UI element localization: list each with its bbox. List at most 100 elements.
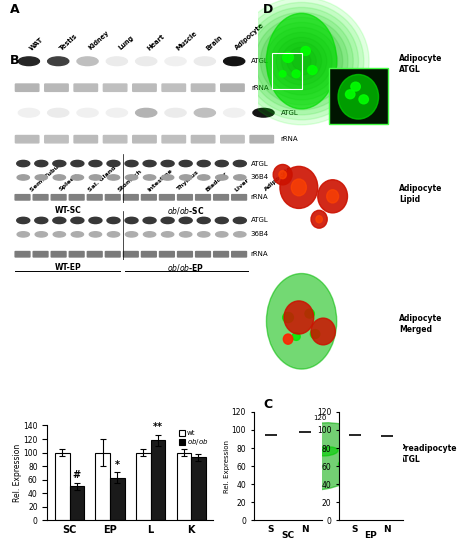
FancyBboxPatch shape	[87, 251, 102, 257]
Text: Preadipocyte
ATGL: Preadipocyte ATGL	[399, 444, 456, 464]
Text: WT-SC: WT-SC	[55, 206, 82, 215]
Ellipse shape	[35, 232, 47, 237]
FancyBboxPatch shape	[232, 251, 246, 257]
Ellipse shape	[165, 57, 186, 66]
Ellipse shape	[89, 217, 102, 223]
Ellipse shape	[162, 232, 174, 237]
Ellipse shape	[18, 108, 39, 117]
Ellipse shape	[216, 232, 228, 237]
FancyBboxPatch shape	[160, 195, 174, 200]
Ellipse shape	[224, 108, 245, 117]
FancyBboxPatch shape	[214, 195, 228, 200]
Text: Muscle: Muscle	[175, 30, 199, 51]
Ellipse shape	[180, 175, 192, 180]
Point	[303, 433, 310, 442]
Ellipse shape	[224, 57, 245, 66]
FancyBboxPatch shape	[133, 136, 156, 143]
Ellipse shape	[316, 216, 322, 223]
FancyBboxPatch shape	[221, 84, 244, 92]
Point	[300, 423, 308, 431]
FancyBboxPatch shape	[69, 251, 84, 257]
Ellipse shape	[198, 232, 210, 237]
Text: D: D	[263, 3, 273, 16]
FancyBboxPatch shape	[74, 84, 98, 92]
Ellipse shape	[53, 217, 66, 223]
Ellipse shape	[161, 160, 174, 167]
Ellipse shape	[233, 160, 246, 167]
Text: Sem. Tubule: Sem. Tubule	[29, 160, 64, 192]
Circle shape	[239, 2, 364, 120]
Ellipse shape	[283, 312, 293, 322]
Text: Adipocyte
Lipid: Adipocyte Lipid	[399, 184, 442, 204]
Ellipse shape	[280, 451, 304, 461]
Ellipse shape	[180, 232, 192, 237]
FancyBboxPatch shape	[74, 136, 98, 143]
Text: Adipocyte: Adipocyte	[234, 22, 266, 51]
FancyBboxPatch shape	[133, 84, 156, 92]
FancyBboxPatch shape	[191, 84, 215, 92]
Text: Stomach: Stomach	[117, 168, 143, 192]
FancyBboxPatch shape	[105, 195, 120, 200]
FancyBboxPatch shape	[123, 195, 138, 200]
Ellipse shape	[106, 57, 128, 66]
Bar	[272, 54, 301, 89]
Ellipse shape	[308, 66, 317, 74]
FancyBboxPatch shape	[141, 195, 156, 200]
Ellipse shape	[161, 217, 174, 223]
Ellipse shape	[338, 74, 379, 119]
Y-axis label: Rel. Expression: Rel. Expression	[13, 444, 22, 502]
Ellipse shape	[48, 108, 69, 117]
Ellipse shape	[346, 90, 355, 99]
Ellipse shape	[215, 217, 228, 223]
Ellipse shape	[136, 57, 157, 66]
Ellipse shape	[143, 217, 156, 223]
FancyBboxPatch shape	[162, 84, 185, 92]
Text: 120: 120	[314, 415, 327, 421]
Text: Adipocyte
ATGL: Adipocyte ATGL	[399, 54, 442, 74]
Point	[268, 439, 275, 448]
Text: *: *	[115, 460, 120, 469]
Ellipse shape	[310, 330, 320, 339]
Text: **: **	[153, 422, 163, 433]
Text: Testis: Testis	[58, 33, 78, 51]
Ellipse shape	[144, 232, 156, 237]
FancyBboxPatch shape	[162, 136, 185, 143]
Ellipse shape	[106, 108, 128, 117]
Point	[349, 424, 357, 433]
Bar	[110, 478, 125, 520]
Ellipse shape	[107, 217, 120, 223]
FancyBboxPatch shape	[15, 251, 30, 257]
FancyBboxPatch shape	[250, 136, 273, 143]
Text: Intestine: Intestine	[146, 167, 173, 192]
Text: A: A	[9, 3, 19, 16]
Circle shape	[287, 47, 316, 75]
FancyBboxPatch shape	[105, 251, 120, 257]
Text: #: #	[73, 470, 81, 480]
FancyBboxPatch shape	[232, 195, 246, 200]
FancyBboxPatch shape	[15, 136, 39, 143]
Bar	[55, 453, 70, 520]
Ellipse shape	[53, 232, 65, 237]
FancyBboxPatch shape	[178, 251, 192, 257]
Point	[385, 425, 392, 434]
Text: Heart: Heart	[146, 33, 166, 51]
Ellipse shape	[144, 175, 156, 180]
Bar	[70, 487, 84, 520]
Ellipse shape	[273, 164, 292, 185]
Ellipse shape	[311, 210, 327, 228]
Ellipse shape	[48, 57, 69, 66]
Circle shape	[271, 33, 332, 90]
Ellipse shape	[280, 166, 318, 209]
FancyBboxPatch shape	[160, 251, 174, 257]
Circle shape	[276, 37, 327, 85]
Ellipse shape	[143, 160, 156, 167]
Ellipse shape	[71, 217, 84, 223]
FancyBboxPatch shape	[51, 251, 66, 257]
Ellipse shape	[71, 175, 83, 180]
Ellipse shape	[126, 232, 137, 237]
Circle shape	[292, 52, 311, 70]
Point	[300, 425, 308, 434]
Ellipse shape	[338, 456, 362, 467]
Text: Thymus: Thymus	[175, 170, 200, 192]
Ellipse shape	[107, 232, 119, 237]
